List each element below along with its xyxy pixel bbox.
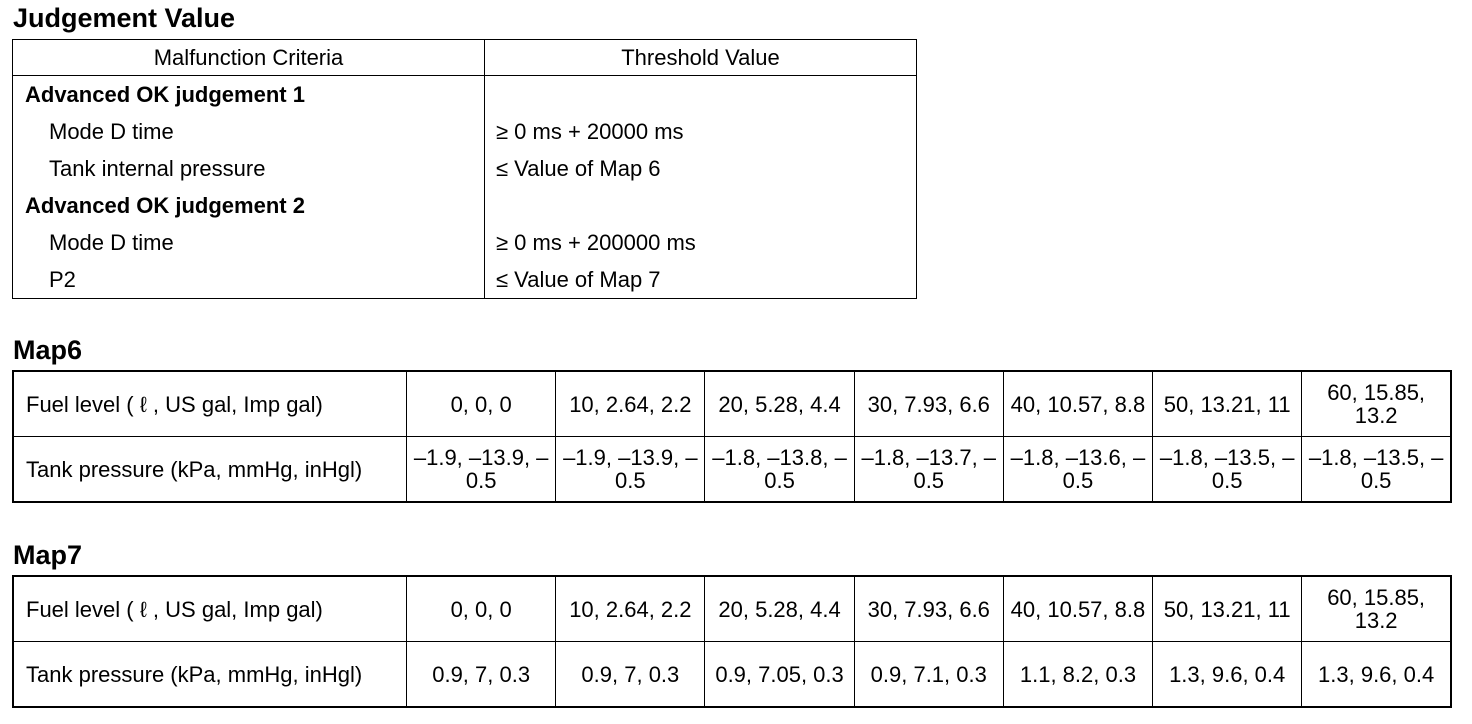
criteria-cell: Mode D time	[12, 224, 485, 261]
header-malfunction-criteria: Malfunction Criteria	[12, 39, 485, 76]
value-cell: 20, 5.28, 4.4	[704, 575, 855, 642]
value-cell: 40, 10.57, 8.8	[1002, 575, 1154, 642]
criteria-cell: Tank internal pressure	[12, 150, 485, 187]
value-cell: 60, 15.85, 13.2	[1301, 370, 1452, 437]
value-cell: 1.1, 8.2, 0.3	[1002, 641, 1154, 708]
criteria-cell: Mode D time	[12, 113, 485, 150]
value-cell: 1.3, 9.6, 0.4	[1301, 641, 1452, 708]
value-cell: 0, 0, 0	[406, 370, 557, 437]
map7-table: Fuel level ( ℓ , US gal, Imp gal) 0, 0, 0…	[12, 575, 1452, 708]
value-cell: 10, 2.64, 2.2	[555, 370, 706, 437]
map7-row-tank-pressure: Tank pressure (kPa, mmHg, inHgl) 0.9, 7, …	[12, 641, 1452, 708]
value-cell: –1.8, –13.6, –0.5	[1002, 436, 1154, 503]
judgement-criteria-row: Tank internal pressure ≤ Value of Map 6	[12, 150, 917, 187]
judgement-group-row: Advanced OK judgement 1	[12, 75, 917, 113]
value-cell: 0.9, 7.1, 0.3	[853, 641, 1004, 708]
threshold-cell: ≤ Value of Map 7	[484, 261, 917, 299]
criteria-cell: Advanced OK judgement 1	[12, 75, 485, 113]
value-cell: 0.9, 7, 0.3	[406, 641, 557, 708]
value-cell: 0.9, 7.05, 0.3	[704, 641, 855, 708]
row-label: Tank pressure (kPa, mmHg, inHgl)	[12, 641, 408, 708]
judgement-header-row: Malfunction Criteria Threshold Value	[12, 39, 917, 76]
value-cell: 0, 0, 0	[406, 575, 557, 642]
map7-row-fuel-level: Fuel level ( ℓ , US gal, Imp gal) 0, 0, 0…	[12, 575, 1452, 642]
judgement-criteria-row: Mode D time ≥ 0 ms + 20000 ms	[12, 113, 917, 150]
value-cell: 30, 7.93, 6.6	[853, 575, 1004, 642]
value-cell: 50, 13.21, 11	[1152, 370, 1303, 437]
value-cell: 1.3, 9.6, 0.4	[1152, 641, 1303, 708]
map6-row-fuel-level: Fuel level ( ℓ , US gal, Imp gal) 0, 0, 0…	[12, 370, 1452, 437]
map6-row-tank-pressure: Tank pressure (kPa, mmHg, inHgl) –1.9, –1…	[12, 436, 1452, 503]
value-cell: –1.8, –13.7, –0.5	[853, 436, 1004, 503]
value-cell: 10, 2.64, 2.2	[555, 575, 706, 642]
criteria-cell: Advanced OK judgement 2	[12, 187, 485, 224]
value-cell: 50, 13.21, 11	[1152, 575, 1303, 642]
row-label: Fuel level ( ℓ , US gal, Imp gal)	[12, 370, 408, 437]
value-cell: 0.9, 7, 0.3	[555, 641, 706, 708]
row-label: Fuel level ( ℓ , US gal, Imp gal)	[12, 575, 408, 642]
threshold-cell: ≥ 0 ms + 20000 ms	[484, 113, 917, 150]
value-cell: 60, 15.85, 13.2	[1301, 575, 1452, 642]
header-threshold-value: Threshold Value	[484, 39, 917, 76]
value-cell: –1.8, –13.8, –0.5	[704, 436, 855, 503]
map6-body: Fuel level ( ℓ , US gal, Imp gal) 0, 0, 0…	[12, 370, 1452, 503]
threshold-cell: ≤ Value of Map 6	[484, 150, 917, 187]
judgement-table: Malfunction Criteria Threshold Value Adv…	[12, 39, 917, 299]
value-cell: 20, 5.28, 4.4	[704, 370, 855, 437]
value-cell: –1.9, –13.9, –0.5	[555, 436, 706, 503]
judgement-criteria-row: P2 ≤ Value of Map 7	[12, 261, 917, 299]
judgement-criteria-row: Mode D time ≥ 0 ms + 200000 ms	[12, 224, 917, 261]
value-cell: 30, 7.93, 6.6	[853, 370, 1004, 437]
threshold-cell	[484, 187, 917, 224]
row-label: Tank pressure (kPa, mmHg, inHgl)	[12, 436, 408, 503]
value-cell: –1.9, –13.9, –0.5	[406, 436, 557, 503]
threshold-cell	[484, 75, 917, 113]
judgement-title: Judgement Value	[13, 3, 236, 33]
map7-body: Fuel level ( ℓ , US gal, Imp gal) 0, 0, 0…	[12, 575, 1452, 708]
map7-title: Map7	[13, 540, 83, 570]
value-cell: –1.8, –13.5, –0.5	[1301, 436, 1452, 503]
value-cell: 40, 10.57, 8.8	[1002, 370, 1154, 437]
map6-table: Fuel level ( ℓ , US gal, Imp gal) 0, 0, 0…	[12, 370, 1452, 503]
judgement-group-row: Advanced OK judgement 2	[12, 187, 917, 224]
map6-title: Map6	[13, 335, 83, 365]
judgement-body: Advanced OK judgement 1 Mode D time ≥ 0 ms…	[12, 75, 917, 299]
criteria-cell: P2	[12, 261, 485, 299]
value-cell: –1.8, –13.5, –0.5	[1152, 436, 1303, 503]
threshold-cell: ≥ 0 ms + 200000 ms	[484, 224, 917, 261]
